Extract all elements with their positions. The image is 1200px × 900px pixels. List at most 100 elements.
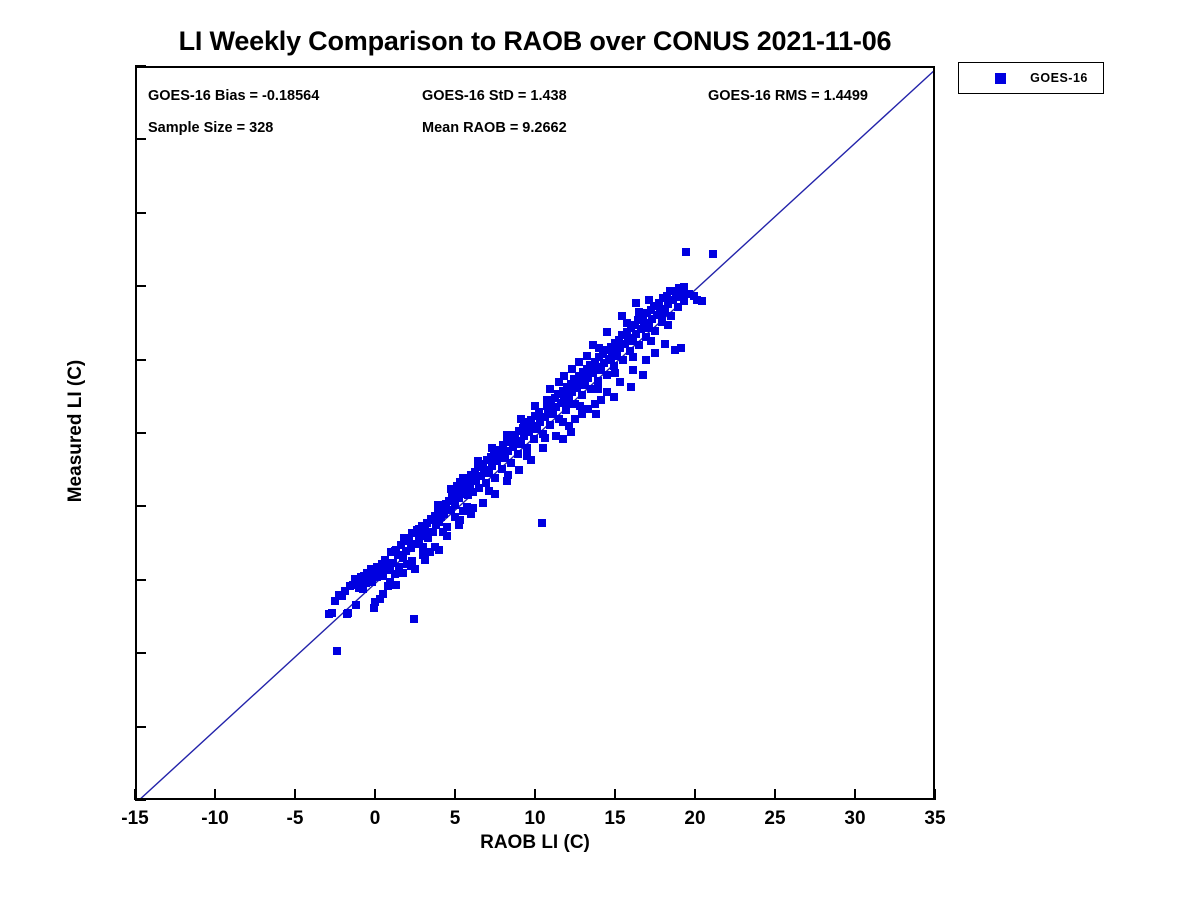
x-tick-mark — [374, 789, 376, 800]
data-point — [553, 389, 562, 398]
data-point — [593, 376, 602, 385]
data-point — [475, 472, 484, 481]
data-point — [376, 595, 385, 604]
data-point — [494, 445, 503, 454]
one-to-one-reference-line — [140, 70, 933, 798]
data-point — [587, 385, 596, 394]
data-point — [643, 323, 652, 332]
data-point — [661, 339, 669, 348]
x-tick-label: -5 — [286, 808, 304, 829]
data-point — [590, 357, 599, 366]
data-point — [520, 417, 529, 426]
data-point — [680, 282, 689, 291]
data-point — [581, 381, 589, 390]
data-point — [429, 527, 437, 536]
data-point — [603, 388, 612, 397]
x-tick-label: -15 — [121, 808, 149, 829]
data-point — [622, 319, 631, 328]
data-point — [664, 300, 673, 309]
data-point — [657, 317, 666, 326]
data-point — [513, 450, 522, 459]
y-tick-mark — [135, 505, 146, 508]
data-point — [545, 385, 554, 394]
data-point — [597, 366, 605, 375]
data-point — [358, 585, 367, 594]
chart-title: LI Weekly Comparison to RAOB over CONUS … — [178, 26, 892, 56]
data-point — [539, 429, 548, 438]
data-point — [461, 485, 469, 494]
data-point — [456, 477, 465, 486]
data-point — [369, 604, 378, 613]
data-point — [608, 348, 617, 357]
data-point — [584, 373, 593, 382]
data-point — [656, 304, 665, 313]
data-point — [518, 423, 527, 432]
data-point — [709, 250, 717, 259]
data-point — [629, 366, 637, 375]
data-point — [541, 433, 549, 442]
data-point — [617, 312, 626, 321]
data-point — [451, 501, 460, 510]
x-tick-label: -10 — [201, 808, 229, 829]
data-point — [416, 532, 425, 541]
data-point — [645, 295, 653, 304]
data-point — [435, 517, 444, 526]
data-point — [582, 364, 591, 373]
data-point — [366, 564, 375, 573]
x-tick-mark — [614, 789, 616, 800]
data-point — [393, 551, 402, 560]
data-point — [504, 447, 513, 456]
data-point — [424, 533, 433, 542]
data-point — [425, 548, 434, 557]
data-point — [630, 320, 639, 329]
data-point — [646, 306, 655, 315]
data-point — [673, 303, 682, 312]
x-tick-mark — [774, 789, 776, 800]
data-point — [621, 339, 629, 348]
data-point — [635, 341, 644, 350]
data-point — [662, 291, 671, 300]
data-point — [609, 392, 618, 401]
data-point — [593, 385, 602, 394]
data-point — [689, 291, 698, 300]
y-tick-mark — [135, 285, 146, 288]
x-tick-mark — [214, 789, 216, 800]
data-point — [685, 290, 693, 299]
x-tick-mark — [134, 789, 136, 800]
data-point — [595, 344, 604, 353]
data-point — [531, 401, 540, 410]
data-point — [422, 519, 431, 528]
data-point — [379, 589, 388, 598]
data-point — [560, 372, 569, 381]
legend-box: GOES-16 — [958, 62, 1104, 94]
plot-area — [135, 66, 935, 800]
data-point — [421, 524, 429, 533]
data-point — [494, 454, 503, 463]
data-point — [467, 510, 476, 519]
data-point — [374, 567, 383, 576]
data-point — [510, 436, 519, 445]
data-point — [558, 417, 567, 426]
data-point — [606, 356, 615, 365]
data-point — [478, 460, 487, 469]
data-point — [398, 568, 407, 577]
data-point — [637, 325, 645, 334]
data-point — [373, 573, 381, 582]
data-point — [481, 479, 490, 488]
data-point — [430, 542, 439, 551]
data-point — [619, 356, 628, 365]
data-point — [408, 529, 417, 538]
data-point — [456, 516, 465, 525]
data-point — [603, 328, 612, 337]
data-point — [565, 422, 573, 431]
data-point — [464, 480, 473, 489]
data-point — [577, 391, 586, 400]
data-point — [568, 388, 577, 397]
data-point — [670, 345, 679, 354]
data-point — [489, 448, 498, 457]
data-point — [454, 520, 463, 529]
data-point — [517, 439, 525, 448]
data-point — [603, 370, 612, 379]
data-point — [664, 320, 673, 329]
x-axis-label: RAOB LI (C) — [480, 832, 590, 853]
